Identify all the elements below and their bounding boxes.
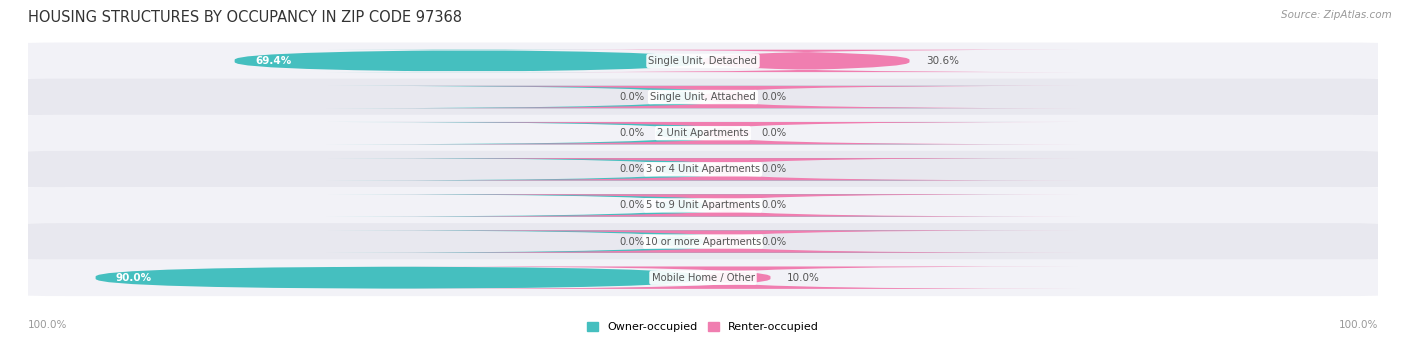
Text: 0.0%: 0.0% (761, 164, 786, 174)
Text: 3 or 4 Unit Apartments: 3 or 4 Unit Apartments (645, 164, 761, 174)
FancyBboxPatch shape (533, 50, 1080, 72)
Text: Source: ZipAtlas.com: Source: ZipAtlas.com (1281, 10, 1392, 20)
FancyBboxPatch shape (14, 42, 1392, 79)
Text: 5 to 9 Unit Apartments: 5 to 9 Unit Apartments (645, 200, 761, 210)
FancyBboxPatch shape (235, 50, 703, 72)
Text: 0.0%: 0.0% (620, 128, 645, 138)
Text: 0.0%: 0.0% (620, 237, 645, 247)
Legend: Owner-occupied, Renter-occupied: Owner-occupied, Renter-occupied (582, 317, 824, 337)
FancyBboxPatch shape (326, 158, 1032, 181)
FancyBboxPatch shape (326, 231, 1032, 253)
Text: 0.0%: 0.0% (620, 200, 645, 210)
Text: 90.0%: 90.0% (115, 273, 152, 283)
FancyBboxPatch shape (374, 231, 1080, 253)
FancyBboxPatch shape (326, 194, 1032, 216)
FancyBboxPatch shape (326, 86, 1032, 108)
FancyBboxPatch shape (14, 115, 1392, 152)
Text: 0.0%: 0.0% (620, 164, 645, 174)
Text: 0.0%: 0.0% (761, 92, 786, 102)
FancyBboxPatch shape (374, 122, 1080, 144)
FancyBboxPatch shape (14, 259, 1392, 296)
Text: Mobile Home / Other: Mobile Home / Other (651, 273, 755, 283)
Text: 0.0%: 0.0% (761, 237, 786, 247)
Text: HOUSING STRUCTURES BY OCCUPANCY IN ZIP CODE 97368: HOUSING STRUCTURES BY OCCUPANCY IN ZIP C… (28, 10, 463, 25)
FancyBboxPatch shape (96, 266, 703, 289)
FancyBboxPatch shape (14, 223, 1392, 260)
Text: 0.0%: 0.0% (620, 92, 645, 102)
Text: 2 Unit Apartments: 2 Unit Apartments (657, 128, 749, 138)
Text: 10.0%: 10.0% (787, 273, 820, 283)
FancyBboxPatch shape (14, 187, 1392, 224)
FancyBboxPatch shape (14, 151, 1392, 188)
Text: 100.0%: 100.0% (1339, 320, 1378, 330)
FancyBboxPatch shape (374, 158, 1080, 181)
Text: 69.4%: 69.4% (254, 56, 291, 66)
FancyBboxPatch shape (374, 194, 1080, 216)
FancyBboxPatch shape (14, 79, 1392, 116)
Text: 0.0%: 0.0% (761, 200, 786, 210)
Text: Single Unit, Attached: Single Unit, Attached (650, 92, 756, 102)
Text: 0.0%: 0.0% (761, 128, 786, 138)
FancyBboxPatch shape (374, 86, 1080, 108)
Text: 10 or more Apartments: 10 or more Apartments (645, 237, 761, 247)
Text: 100.0%: 100.0% (28, 320, 67, 330)
FancyBboxPatch shape (394, 266, 1080, 289)
FancyBboxPatch shape (326, 122, 1032, 144)
Text: 30.6%: 30.6% (925, 56, 959, 66)
Text: Single Unit, Detached: Single Unit, Detached (648, 56, 758, 66)
